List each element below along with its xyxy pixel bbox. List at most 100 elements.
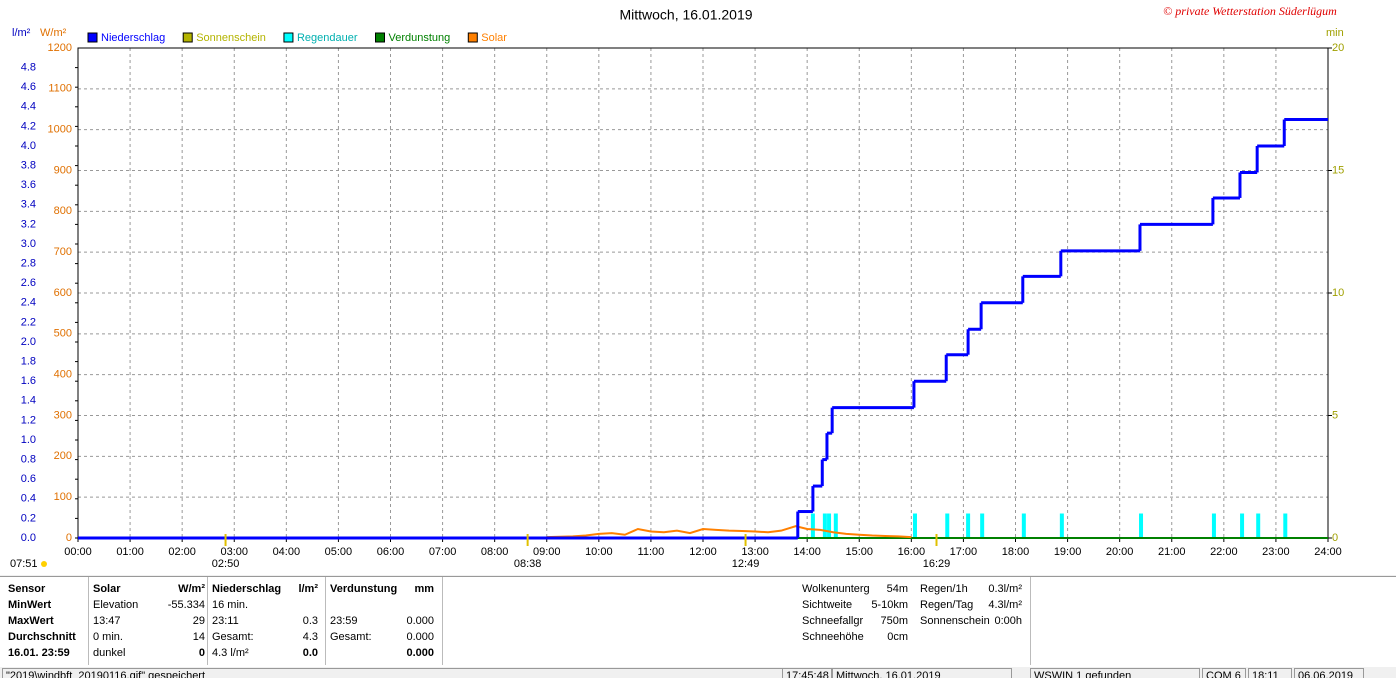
stats-row: Niederschlag l/m² [212, 581, 318, 597]
legend-swatch [87, 32, 98, 43]
stats-row: Sichtweite 5-10km [802, 597, 908, 613]
annotation-label: 16:29 [923, 558, 951, 570]
stats-row: 13:47 29 [93, 613, 205, 629]
stats-label: Durchschnitt [8, 631, 76, 643]
stats-row: Gesamt: 0.000 [330, 629, 434, 645]
separator [1030, 577, 1031, 665]
stats-value: 0.3l/m² [988, 583, 1022, 595]
y-tick-label: 2.6 [21, 277, 36, 289]
status-cell: 18:11 [1248, 668, 1292, 678]
stats-row: Regen/1h 0.3l/m² [920, 581, 1022, 597]
stats-label: 16.01. 23:59 [8, 647, 70, 659]
stats-label: Sonnenschein [920, 615, 990, 627]
bar [827, 513, 832, 538]
stats-row: Regen/Tag 4.3l/m² [920, 597, 1022, 613]
y3-tick-label: 300 [54, 409, 72, 421]
stats-value: 4.3l/m² [988, 599, 1022, 611]
stats-label: 23:59 [330, 615, 358, 627]
x-tick-label: 05:00 [325, 546, 353, 558]
stats-label: 0 min. [93, 631, 123, 643]
stats-label: 23:11 [212, 615, 239, 627]
x-tick-label: 06:00 [377, 546, 405, 558]
stats-value: 54m [886, 583, 908, 595]
x-tick-label: 10:00 [585, 546, 613, 558]
y3-tick-label: 200 [54, 450, 72, 462]
x-tick-label: 04:00 [273, 546, 301, 558]
bar [1211, 513, 1216, 538]
y2-tick-label: 5 [1332, 409, 1338, 421]
stats-row: 0 min. 14 [93, 629, 205, 645]
status-cell: "2019\windbft_20190116.gif" gespeichert [2, 668, 832, 678]
y3-tick-label: 900 [54, 164, 72, 176]
x-tick-label: 09:00 [533, 546, 561, 558]
y3-tick-label: 500 [54, 328, 72, 340]
bar [1283, 513, 1288, 538]
y-tick-label: 1.6 [21, 375, 36, 387]
sunrise-label: 07:51 [10, 558, 38, 570]
bar [1240, 513, 1245, 538]
bar [980, 513, 985, 538]
stats-row: Elevation -55.334 [93, 597, 205, 613]
x-tick-label: 12:00 [689, 546, 717, 558]
y-tick-label: 1.2 [21, 414, 36, 426]
x-tick-label: 24:00 [1314, 546, 1342, 558]
y-tick-label: 0.0 [21, 532, 36, 544]
separator [207, 577, 208, 665]
separator [325, 577, 326, 665]
stats-value: 4.3 [302, 631, 318, 643]
stats-label: MaxWert [8, 615, 54, 627]
y2-unit: min [1326, 27, 1344, 39]
stats-row: Wolkenunterg 54m [802, 581, 908, 597]
y3-tick-label: 100 [54, 491, 72, 503]
legend-swatch [375, 32, 385, 43]
y-tick-label: 4.8 [21, 62, 36, 74]
y-tick-label: 2.2 [21, 316, 36, 328]
stats-column: Verdunstung mm 23:59 0.000 Gesamt: 0.000 0.000 [330, 581, 434, 661]
stats-value: l/m² [298, 583, 318, 595]
y3-tick-label: 1000 [48, 124, 72, 136]
status-cell: COM 6 [1202, 668, 1246, 678]
stats-row: Schneefallgr 750m [802, 613, 908, 629]
stats-row: Durchschnitt [8, 629, 84, 645]
legend-swatch [467, 32, 478, 43]
stats-row: Sonnenschein 0:00h [920, 613, 1022, 629]
stats-row: 4.3 l/m² 0.0 [212, 645, 318, 661]
stats-value: 5-10km [871, 599, 908, 611]
stats-label: Schneehöhe [802, 631, 864, 643]
stats-row: 16 min. [212, 597, 318, 613]
x-tick-label: 15:00 [845, 546, 873, 558]
info-column: Regen/1h 0.3l/m² Regen/Tag 4.3l/m² Sonnensch… [920, 581, 1022, 629]
stats-label: Gesamt: [330, 631, 372, 643]
y-tick-label: 1.4 [21, 395, 36, 407]
annotation-label: 02:50 [212, 558, 240, 570]
y2-tick-label: 15 [1332, 164, 1344, 176]
sun-icon [41, 561, 47, 567]
stats-value: 0cm [887, 631, 908, 643]
x-tick-label: 23:00 [1262, 546, 1290, 558]
x-tick-label: 16:00 [898, 546, 926, 558]
x-tick-label: 00:00 [64, 546, 92, 558]
x-tick-label: 22:00 [1210, 546, 1238, 558]
stats-row: Sensor [8, 581, 84, 597]
y3-tick-label: 800 [54, 205, 72, 217]
status-cell: 06.06.2019 [1294, 668, 1364, 678]
status-cell: WSWIN 1 gefunden [1030, 668, 1200, 678]
stats-row: MaxWert [8, 613, 84, 629]
y-tick-label: 0.2 [21, 512, 36, 524]
status-bar: "2019\windbft_20190116.gif" gespeichert 1… [0, 668, 1396, 678]
y-tick-label: 2.8 [21, 258, 36, 270]
legend-label: Sonnenschein [196, 32, 266, 44]
stats-value: 0.0 [302, 647, 318, 659]
stats-value: 29 [192, 615, 205, 627]
legend-label: Niederschlag [101, 32, 165, 44]
y-tick-label: 3.6 [21, 179, 36, 191]
legend-swatch [283, 32, 294, 43]
copyright: © private Wetterstation Süderlügum [1163, 4, 1337, 18]
separator [88, 577, 89, 665]
stats-row: 16.01. 23:59 [8, 645, 84, 661]
x-tick-label: 21:00 [1158, 546, 1186, 558]
bar [1256, 513, 1261, 538]
stats-label: 16 min. [212, 599, 249, 611]
stats-row: Solar W/m² [93, 581, 205, 597]
stats-value: 0.000 [406, 647, 434, 659]
